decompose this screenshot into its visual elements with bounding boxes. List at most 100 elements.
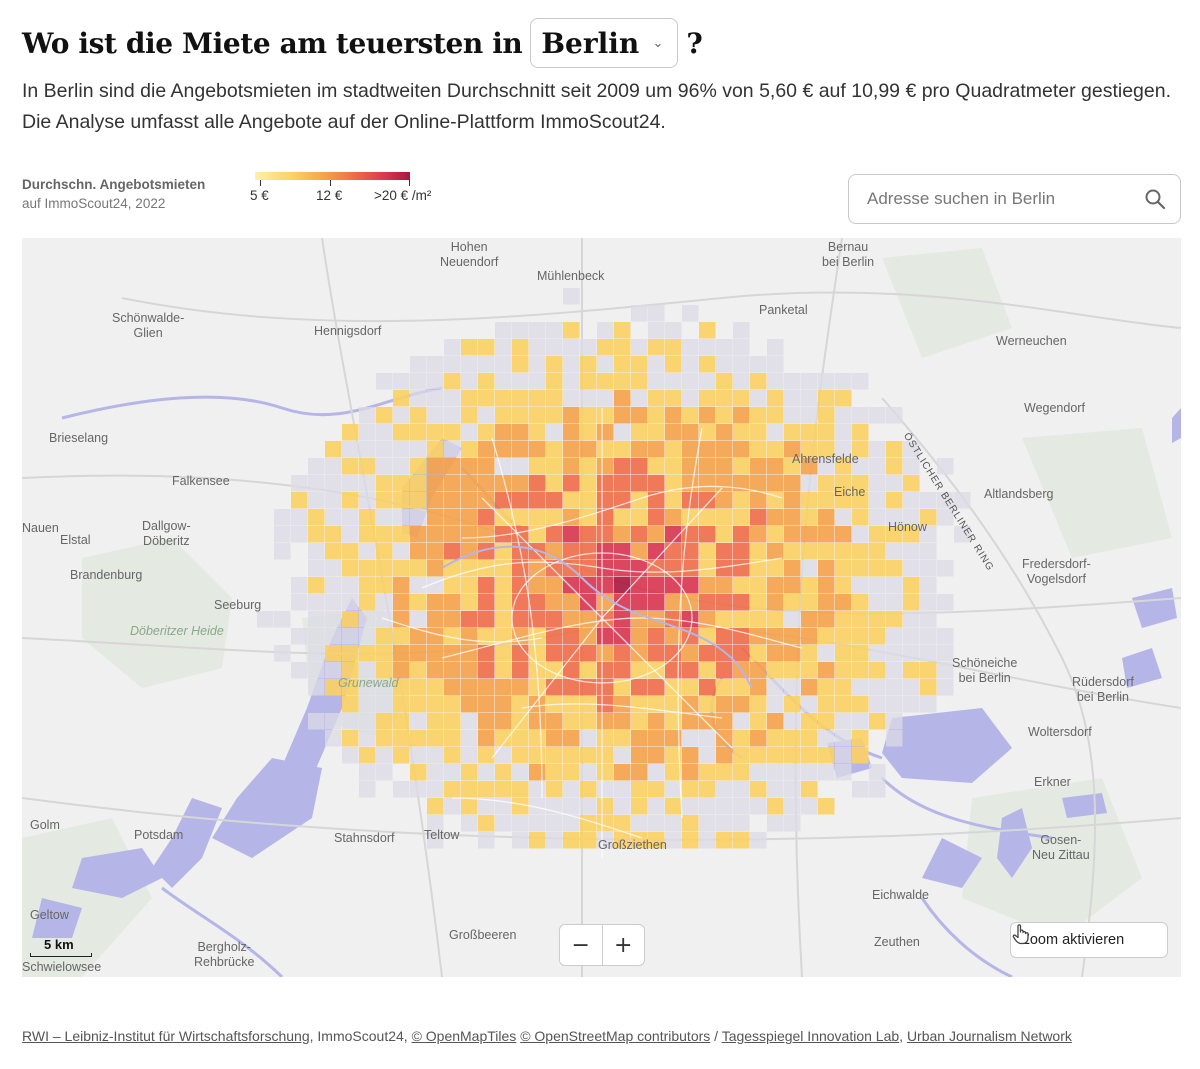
zoom-in-button[interactable]: + xyxy=(601,925,645,965)
address-search-input[interactable] xyxy=(867,189,1144,209)
rent-cell xyxy=(937,628,954,645)
rent-cell xyxy=(325,458,342,475)
rent-cell xyxy=(563,747,580,764)
rent-cell xyxy=(274,526,291,543)
rent-cell xyxy=(427,815,444,832)
rent-cell xyxy=(376,679,393,696)
rent-cell xyxy=(852,594,869,611)
rent-cell xyxy=(903,560,920,577)
rent-cell xyxy=(733,611,750,628)
rent-cell xyxy=(733,424,750,441)
rent-cell xyxy=(784,509,801,526)
rent-cell xyxy=(903,696,920,713)
rent-cell xyxy=(614,458,631,475)
rent-cell xyxy=(461,730,478,747)
rent-cell xyxy=(716,458,733,475)
rent-cell xyxy=(546,628,563,645)
rent-cell xyxy=(631,526,648,543)
rent-cell xyxy=(291,577,308,594)
place-label: Teltow xyxy=(424,828,460,842)
rent-cell xyxy=(784,628,801,645)
place-label: Geltow xyxy=(30,908,69,922)
rent-cell xyxy=(478,407,495,424)
rent-cell xyxy=(801,713,818,730)
rent-cell xyxy=(665,577,682,594)
rent-cell xyxy=(529,781,546,798)
rent-cell xyxy=(614,662,631,679)
rent-cell xyxy=(325,713,342,730)
credit-osm-link[interactable]: © OpenStreetMap contributors xyxy=(520,1028,711,1044)
rent-cell xyxy=(733,458,750,475)
rent-cell xyxy=(682,356,699,373)
rent-cell xyxy=(903,526,920,543)
rent-cell xyxy=(597,356,614,373)
rent-cell xyxy=(733,407,750,424)
rent-cell xyxy=(580,407,597,424)
zoom-out-button[interactable]: − xyxy=(560,925,602,965)
credit-rwi-link[interactable]: RWI – Leibniz-Institut für Wirtschaftsfo… xyxy=(22,1028,310,1044)
search-icon[interactable] xyxy=(1144,188,1166,210)
rent-cell xyxy=(597,832,614,849)
rent-cell xyxy=(614,628,631,645)
rent-cell xyxy=(920,662,937,679)
rent-cell xyxy=(852,475,869,492)
rent-cell xyxy=(835,560,852,577)
rent-cell xyxy=(325,662,342,679)
rent-cell xyxy=(631,475,648,492)
rent-cell xyxy=(512,339,529,356)
rent-cell xyxy=(427,696,444,713)
rent-cell xyxy=(920,577,937,594)
place-label: Golm xyxy=(30,818,60,832)
rent-cell xyxy=(869,543,886,560)
rent-cell xyxy=(835,662,852,679)
rent-cell xyxy=(444,611,461,628)
rent-cell xyxy=(308,645,325,662)
rent-cell xyxy=(699,747,716,764)
credit-tagesspiegel-link[interactable]: Tagesspiegel Innovation Lab xyxy=(721,1028,900,1044)
rent-cell xyxy=(886,526,903,543)
rent-map[interactable]: Hohen Neuendorf Bernau bei Berlin Mühlenbeck… xyxy=(22,238,1181,977)
credit-ujn-link[interactable]: Urban Journalism Network xyxy=(906,1028,1072,1044)
rent-cell xyxy=(376,441,393,458)
rent-cell xyxy=(784,645,801,662)
rent-cell xyxy=(648,594,665,611)
rent-cell xyxy=(427,713,444,730)
rent-cell xyxy=(563,441,580,458)
rent-cell xyxy=(903,679,920,696)
rent-cell xyxy=(801,594,818,611)
rent-cell xyxy=(614,713,631,730)
rent-cell xyxy=(563,662,580,679)
headline-text: Wo ist die Miete am teuersten in xyxy=(22,26,523,60)
rent-cell xyxy=(614,441,631,458)
rent-cell xyxy=(580,492,597,509)
rent-cell xyxy=(529,730,546,747)
rent-cell xyxy=(376,662,393,679)
rent-cell xyxy=(376,509,393,526)
rent-cell xyxy=(580,509,597,526)
rent-cell xyxy=(512,696,529,713)
rent-cell xyxy=(376,543,393,560)
rent-cell xyxy=(648,475,665,492)
city-select[interactable]: Berlin ⌄ xyxy=(530,18,679,68)
address-search[interactable] xyxy=(848,174,1181,224)
zoom-activate-button[interactable]: Zoom aktivieren xyxy=(1010,922,1168,958)
rent-cell xyxy=(784,407,801,424)
rent-cell xyxy=(818,390,835,407)
rent-cell xyxy=(699,322,716,339)
rent-cell xyxy=(410,781,427,798)
rent-cell xyxy=(580,764,597,781)
rent-cell xyxy=(886,679,903,696)
rent-cell xyxy=(325,594,342,611)
rent-cell xyxy=(784,458,801,475)
rent-cell xyxy=(597,475,614,492)
credit-openmaptiles-link[interactable]: © OpenMapTiles xyxy=(411,1028,517,1044)
rent-cell xyxy=(835,645,852,662)
rent-cell xyxy=(308,492,325,509)
rent-cell xyxy=(784,526,801,543)
rent-cell xyxy=(444,577,461,594)
rent-cell xyxy=(886,458,903,475)
rent-cell xyxy=(580,832,597,849)
rent-cell xyxy=(920,526,937,543)
rent-cell xyxy=(614,747,631,764)
rent-cell xyxy=(818,577,835,594)
